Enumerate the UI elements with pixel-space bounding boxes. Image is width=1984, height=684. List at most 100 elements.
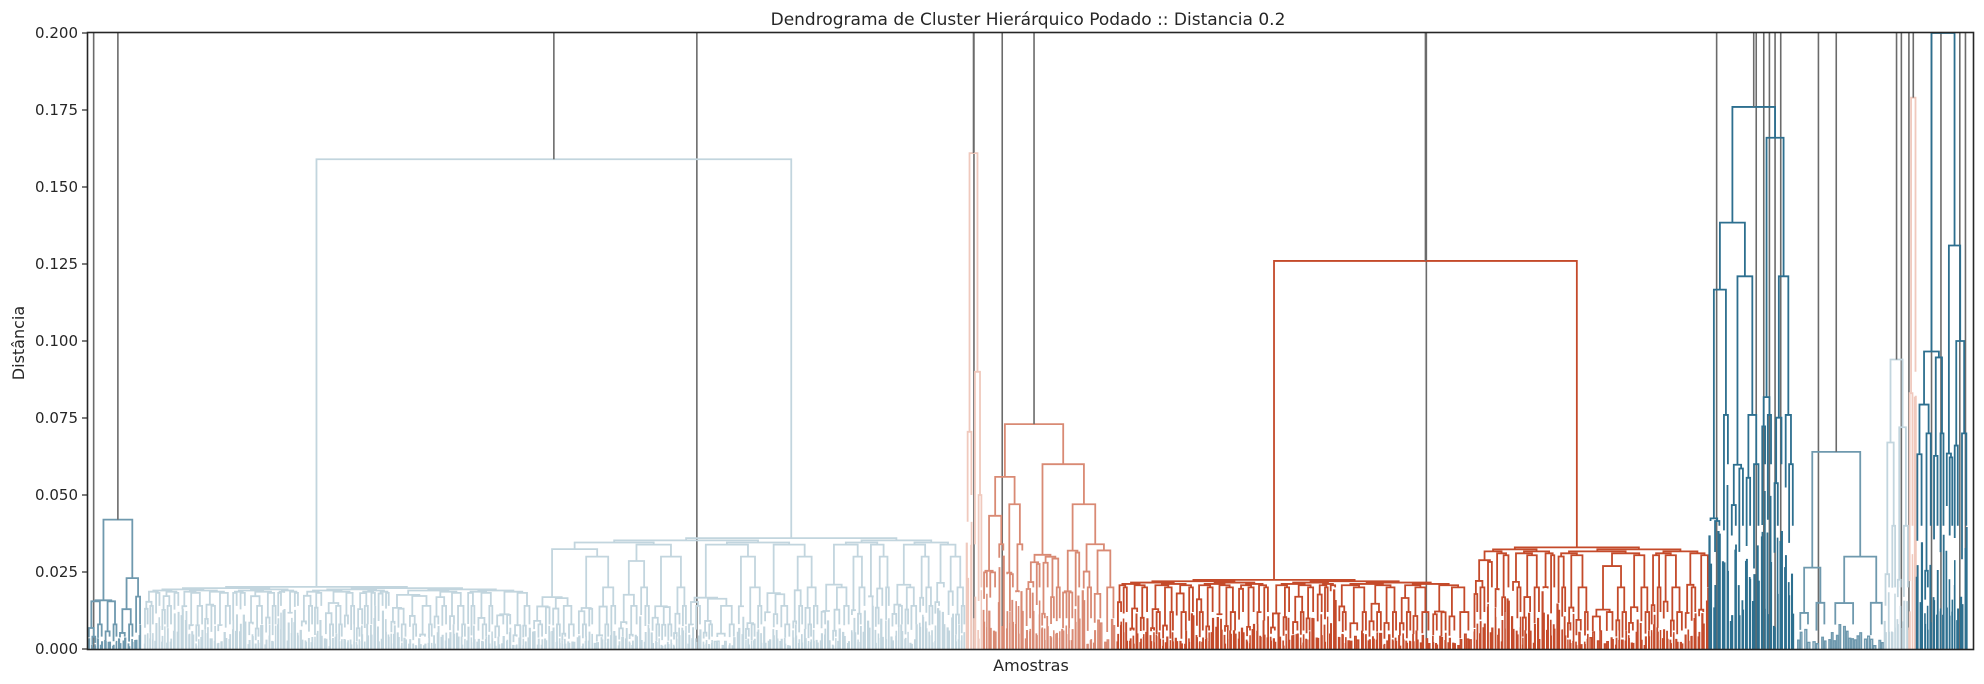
cluster-1-leaf-bundle xyxy=(647,624,650,649)
cluster-3-leaf-bundle xyxy=(997,567,1001,649)
cluster-6-link xyxy=(1803,566,1822,613)
cluster-1-leaf-bundle xyxy=(481,640,484,649)
cluster-4-link xyxy=(1309,580,1400,583)
cluster-4-leaf-bundle xyxy=(1361,630,1364,649)
cluster-1-link xyxy=(902,543,927,585)
cluster-1-link xyxy=(716,632,726,638)
cluster-9-link xyxy=(1948,456,1954,536)
cluster-4-link xyxy=(1246,625,1251,637)
cluster-4-leaf-bundle xyxy=(1259,635,1262,649)
cluster-4-link xyxy=(1664,554,1677,602)
cluster-1-leaf-bundle xyxy=(396,632,400,649)
cluster-1-leaf-bundle xyxy=(466,626,470,649)
cluster-4-link xyxy=(1550,554,1556,614)
cluster-1-link xyxy=(745,627,750,639)
cluster-1-leaf-bundle xyxy=(328,639,332,649)
cluster-4-leaf-bundle xyxy=(1425,638,1431,649)
cluster-3-link xyxy=(1055,586,1061,622)
cluster-4-leaf-bundle xyxy=(1262,620,1266,649)
cluster-4-link xyxy=(1483,550,1503,561)
cluster-1-leaf-bundle xyxy=(536,638,540,649)
cluster-1-leaf-bundle xyxy=(951,613,954,649)
cluster-1-link xyxy=(580,607,592,612)
cluster-1-link xyxy=(217,624,223,632)
cluster-1-link xyxy=(740,555,756,607)
cluster-6-leaf-bundle xyxy=(1812,641,1820,649)
cluster-4-leaf-bundle xyxy=(1541,591,1545,649)
cluster-4-link xyxy=(1492,548,1538,552)
y-tick-label: 0.025 xyxy=(35,563,78,581)
cluster-1-link xyxy=(441,604,447,626)
cluster-1-leaf-bundle xyxy=(414,645,418,649)
cluster-1-leaf-bundle xyxy=(954,634,958,649)
cluster-1-link xyxy=(613,539,759,543)
cluster-6-leaf-bundle xyxy=(1828,623,1842,649)
cluster-1-leaf-bundle xyxy=(209,638,213,649)
cluster-1-leaf-bundle xyxy=(380,610,384,649)
cluster-3-link xyxy=(1041,612,1046,626)
cluster-4-leaf-bundle xyxy=(1479,621,1482,649)
cluster-4-link xyxy=(1399,622,1405,636)
cluster-0-link xyxy=(104,630,111,641)
cluster-1-link xyxy=(343,614,349,628)
cluster-3-leaf-bundle xyxy=(1081,590,1086,649)
cluster-1-link xyxy=(919,596,925,613)
cluster-4-leaf-bundle xyxy=(1375,632,1379,649)
cluster-1-leaf-bundle xyxy=(600,637,604,649)
cluster-1-link xyxy=(772,543,806,594)
cluster-1-leaf-bundle xyxy=(422,643,427,649)
cluster-9-leaf-bundle xyxy=(1959,596,1964,649)
cluster-1-link xyxy=(644,604,650,627)
cluster-1-leaf-bundle xyxy=(169,638,173,649)
cluster-1-link xyxy=(804,606,811,630)
cluster-3-leaf-bundle xyxy=(992,630,997,649)
cluster-2-link xyxy=(966,430,973,522)
cluster-4-leaf-bundle xyxy=(1129,638,1132,649)
cluster-5-link xyxy=(1736,275,1754,465)
cluster-3-leaf-bundle xyxy=(1031,592,1035,649)
cluster-1-leaf-bundle xyxy=(631,640,634,649)
cluster-2-leaf-bundle xyxy=(973,596,977,649)
cluster-1-link xyxy=(891,613,898,627)
cluster-1-leaf-bundle xyxy=(166,628,169,649)
cluster-4-leaf-bundle xyxy=(1145,618,1149,649)
cluster-1-link xyxy=(807,623,812,639)
cluster-7-leaf-bundle xyxy=(1887,592,1891,649)
cluster-1-leaf-bundle xyxy=(161,635,164,649)
cluster-1-link xyxy=(392,606,402,622)
cluster-4-link xyxy=(1349,622,1359,639)
cluster-3-leaf-bundle xyxy=(1029,628,1032,649)
cluster-4-leaf-bundle xyxy=(1195,634,1198,649)
cluster-4-link xyxy=(1630,606,1639,623)
cluster-1-link xyxy=(196,604,203,626)
cluster-4-link xyxy=(1662,600,1669,619)
cluster-1-leaf-bundle xyxy=(254,643,257,649)
cluster-1-leaf-bundle xyxy=(831,644,835,649)
cluster-4-leaf-bundle xyxy=(1266,616,1269,649)
cluster-6-link xyxy=(1869,601,1883,636)
cluster-1-leaf-bundle xyxy=(346,640,349,649)
cluster-4-leaf-bundle xyxy=(1583,641,1586,649)
cluster-4-link xyxy=(1615,619,1621,637)
cluster-8-link xyxy=(1908,392,1914,582)
cluster-0-leaf-bundle xyxy=(131,639,134,649)
cluster-4-link xyxy=(1671,586,1681,621)
cluster-1-link xyxy=(813,604,819,629)
cluster-1-link xyxy=(581,623,587,639)
cluster-8-leaf-bundle xyxy=(1908,611,1911,649)
cluster-1-link xyxy=(428,623,433,638)
cluster-1-leaf-bundle xyxy=(655,640,658,649)
cluster-1-link xyxy=(308,604,313,632)
cluster-1-link xyxy=(183,590,197,607)
cluster-0-link xyxy=(87,627,95,638)
cluster-3-link xyxy=(1003,423,1065,477)
cluster-1-leaf-bundle xyxy=(895,630,898,649)
cluster-1-leaf-bundle xyxy=(223,631,228,649)
cluster-1-link xyxy=(499,613,510,616)
cluster-4-leaf-bundle xyxy=(1439,635,1444,649)
cluster-3-leaf-bundle xyxy=(1097,619,1103,649)
cluster-1-leaf-bundle xyxy=(188,633,191,649)
cluster-1-leaf-bundle xyxy=(819,633,823,649)
cluster-5-link xyxy=(1719,221,1746,290)
